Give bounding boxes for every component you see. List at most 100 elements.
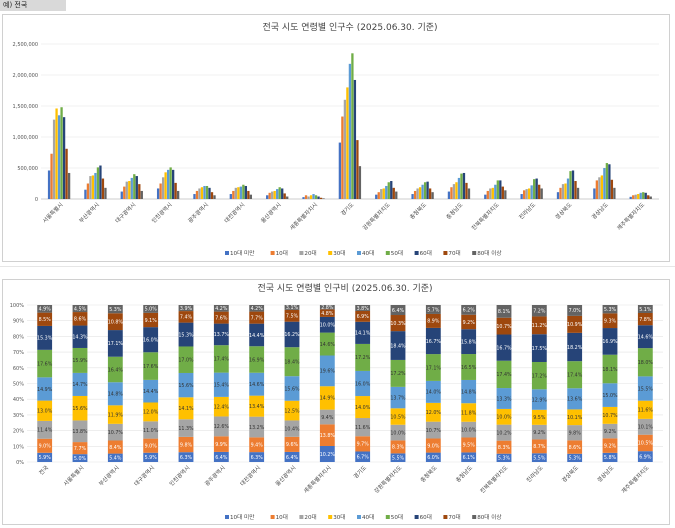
bar — [491, 187, 494, 199]
legend-label: 10대 미만 — [230, 249, 254, 257]
data-label: 9.1% — [145, 318, 158, 324]
bar — [169, 167, 172, 199]
legend-swatch — [385, 251, 390, 255]
legend-swatch — [299, 251, 304, 255]
bar — [171, 169, 175, 199]
data-label: 9.0% — [145, 443, 158, 449]
stack-segment — [496, 360, 512, 389]
stack-segment — [284, 309, 300, 322]
data-label: 9.2% — [463, 320, 476, 326]
stack-segment — [72, 305, 88, 313]
data-label: 5.0% — [145, 307, 158, 313]
data-label: 12.6% — [214, 424, 230, 430]
bar — [574, 181, 577, 199]
data-label: 13.3% — [496, 396, 512, 402]
bar — [598, 177, 601, 199]
legend-label: 50대 — [391, 513, 403, 521]
data-label: 10.5% — [638, 441, 654, 447]
legend-label: 10대 미만 — [230, 513, 254, 521]
stack-segment — [531, 389, 547, 410]
bar — [528, 188, 531, 199]
data-label: 4.9% — [39, 307, 52, 313]
legend-label: 70대 — [448, 513, 460, 521]
stack-segment — [355, 451, 371, 462]
category-label: 인천광역시 — [150, 201, 174, 225]
bar — [247, 190, 250, 199]
data-label: 7.7% — [251, 315, 264, 321]
data-label: 10.1% — [638, 425, 654, 431]
population-count-chart[interactable]: 전국 시도 연령별 인구수 (2025.06.30. 기준) 0 500,000 1,… — [2, 14, 670, 262]
stack-segment — [355, 305, 371, 311]
stack-segment — [602, 452, 618, 462]
stack-segment — [249, 305, 265, 312]
stack-segment — [637, 305, 653, 313]
data-label: 13.8% — [320, 433, 336, 439]
bar — [380, 189, 383, 199]
stack-segment — [72, 395, 88, 421]
data-label: 5.3% — [569, 456, 582, 462]
legend-label: 80대 이상 — [477, 249, 501, 257]
bar — [52, 119, 56, 199]
data-label: 6.3% — [180, 455, 193, 461]
stack-segment — [461, 329, 477, 355]
category-label: 전라남도 — [525, 464, 545, 484]
data-label: 10.7% — [426, 428, 442, 434]
data-label: 17.0% — [178, 358, 194, 364]
bar — [455, 182, 458, 199]
legend-label: 20대 — [304, 249, 316, 257]
bar — [608, 164, 611, 199]
data-label: 5.9% — [39, 455, 52, 461]
bar — [271, 191, 274, 199]
stack-segment — [284, 420, 300, 437]
stack-segment — [213, 305, 229, 312]
data-label: 11.9% — [108, 412, 124, 418]
stack-segment — [567, 409, 583, 426]
bar — [210, 192, 214, 199]
stack-segment — [496, 453, 512, 462]
data-label: 9.7% — [357, 442, 370, 448]
stack-segment — [72, 347, 88, 373]
stack-segment — [319, 309, 335, 317]
stack-segment — [319, 316, 335, 333]
stack-segment — [37, 452, 53, 462]
stack-segment — [37, 377, 53, 401]
bar — [535, 178, 538, 199]
bar — [501, 186, 504, 199]
data-label: 7.5% — [286, 314, 299, 320]
stack-segment — [461, 305, 477, 315]
bar — [629, 196, 632, 199]
bar — [237, 187, 240, 199]
category-label: 전국 — [37, 464, 50, 477]
data-label: 5.0% — [74, 456, 87, 462]
y-tick-label: 0% — [16, 460, 24, 466]
data-label: 10.9% — [567, 322, 583, 328]
data-label: 14.8% — [461, 389, 477, 395]
data-label: 5.3% — [109, 307, 122, 313]
bar — [496, 180, 499, 199]
bar — [559, 187, 562, 199]
data-label: 9.0% — [39, 444, 52, 450]
stack-segment — [496, 424, 512, 441]
data-label: 8.6% — [569, 445, 582, 451]
stack-segment — [355, 343, 371, 371]
data-label: 13.4% — [249, 404, 265, 410]
population-ratio-chart[interactable]: 전국 시도 연령별 인구비 (2025.06.30. 기준) 0% 10% 20% 30… — [2, 279, 670, 525]
category-label: 충청남도 — [454, 464, 474, 484]
data-label: 17.5% — [532, 346, 548, 352]
legend-label: 60대 — [420, 249, 432, 257]
stack-segment — [37, 325, 53, 350]
stack-segment — [355, 370, 371, 397]
y-tick-label: 50% — [13, 382, 24, 388]
data-label: 16.0% — [143, 337, 159, 343]
bar — [213, 195, 216, 199]
stack-segment — [107, 405, 123, 424]
cell-label[interactable]: 예) 전국 — [0, 0, 66, 11]
category-label: 광주광역시 — [203, 464, 227, 488]
stack-segment — [637, 400, 653, 419]
data-label: 6.9% — [639, 454, 652, 460]
stack-segment — [37, 400, 53, 421]
chart-title: 전국 시도 연령별 인구비 (2025.06.30. 기준) — [257, 282, 432, 294]
bar — [571, 170, 575, 199]
stack-segment — [602, 328, 618, 355]
stack-segment — [178, 305, 194, 312]
